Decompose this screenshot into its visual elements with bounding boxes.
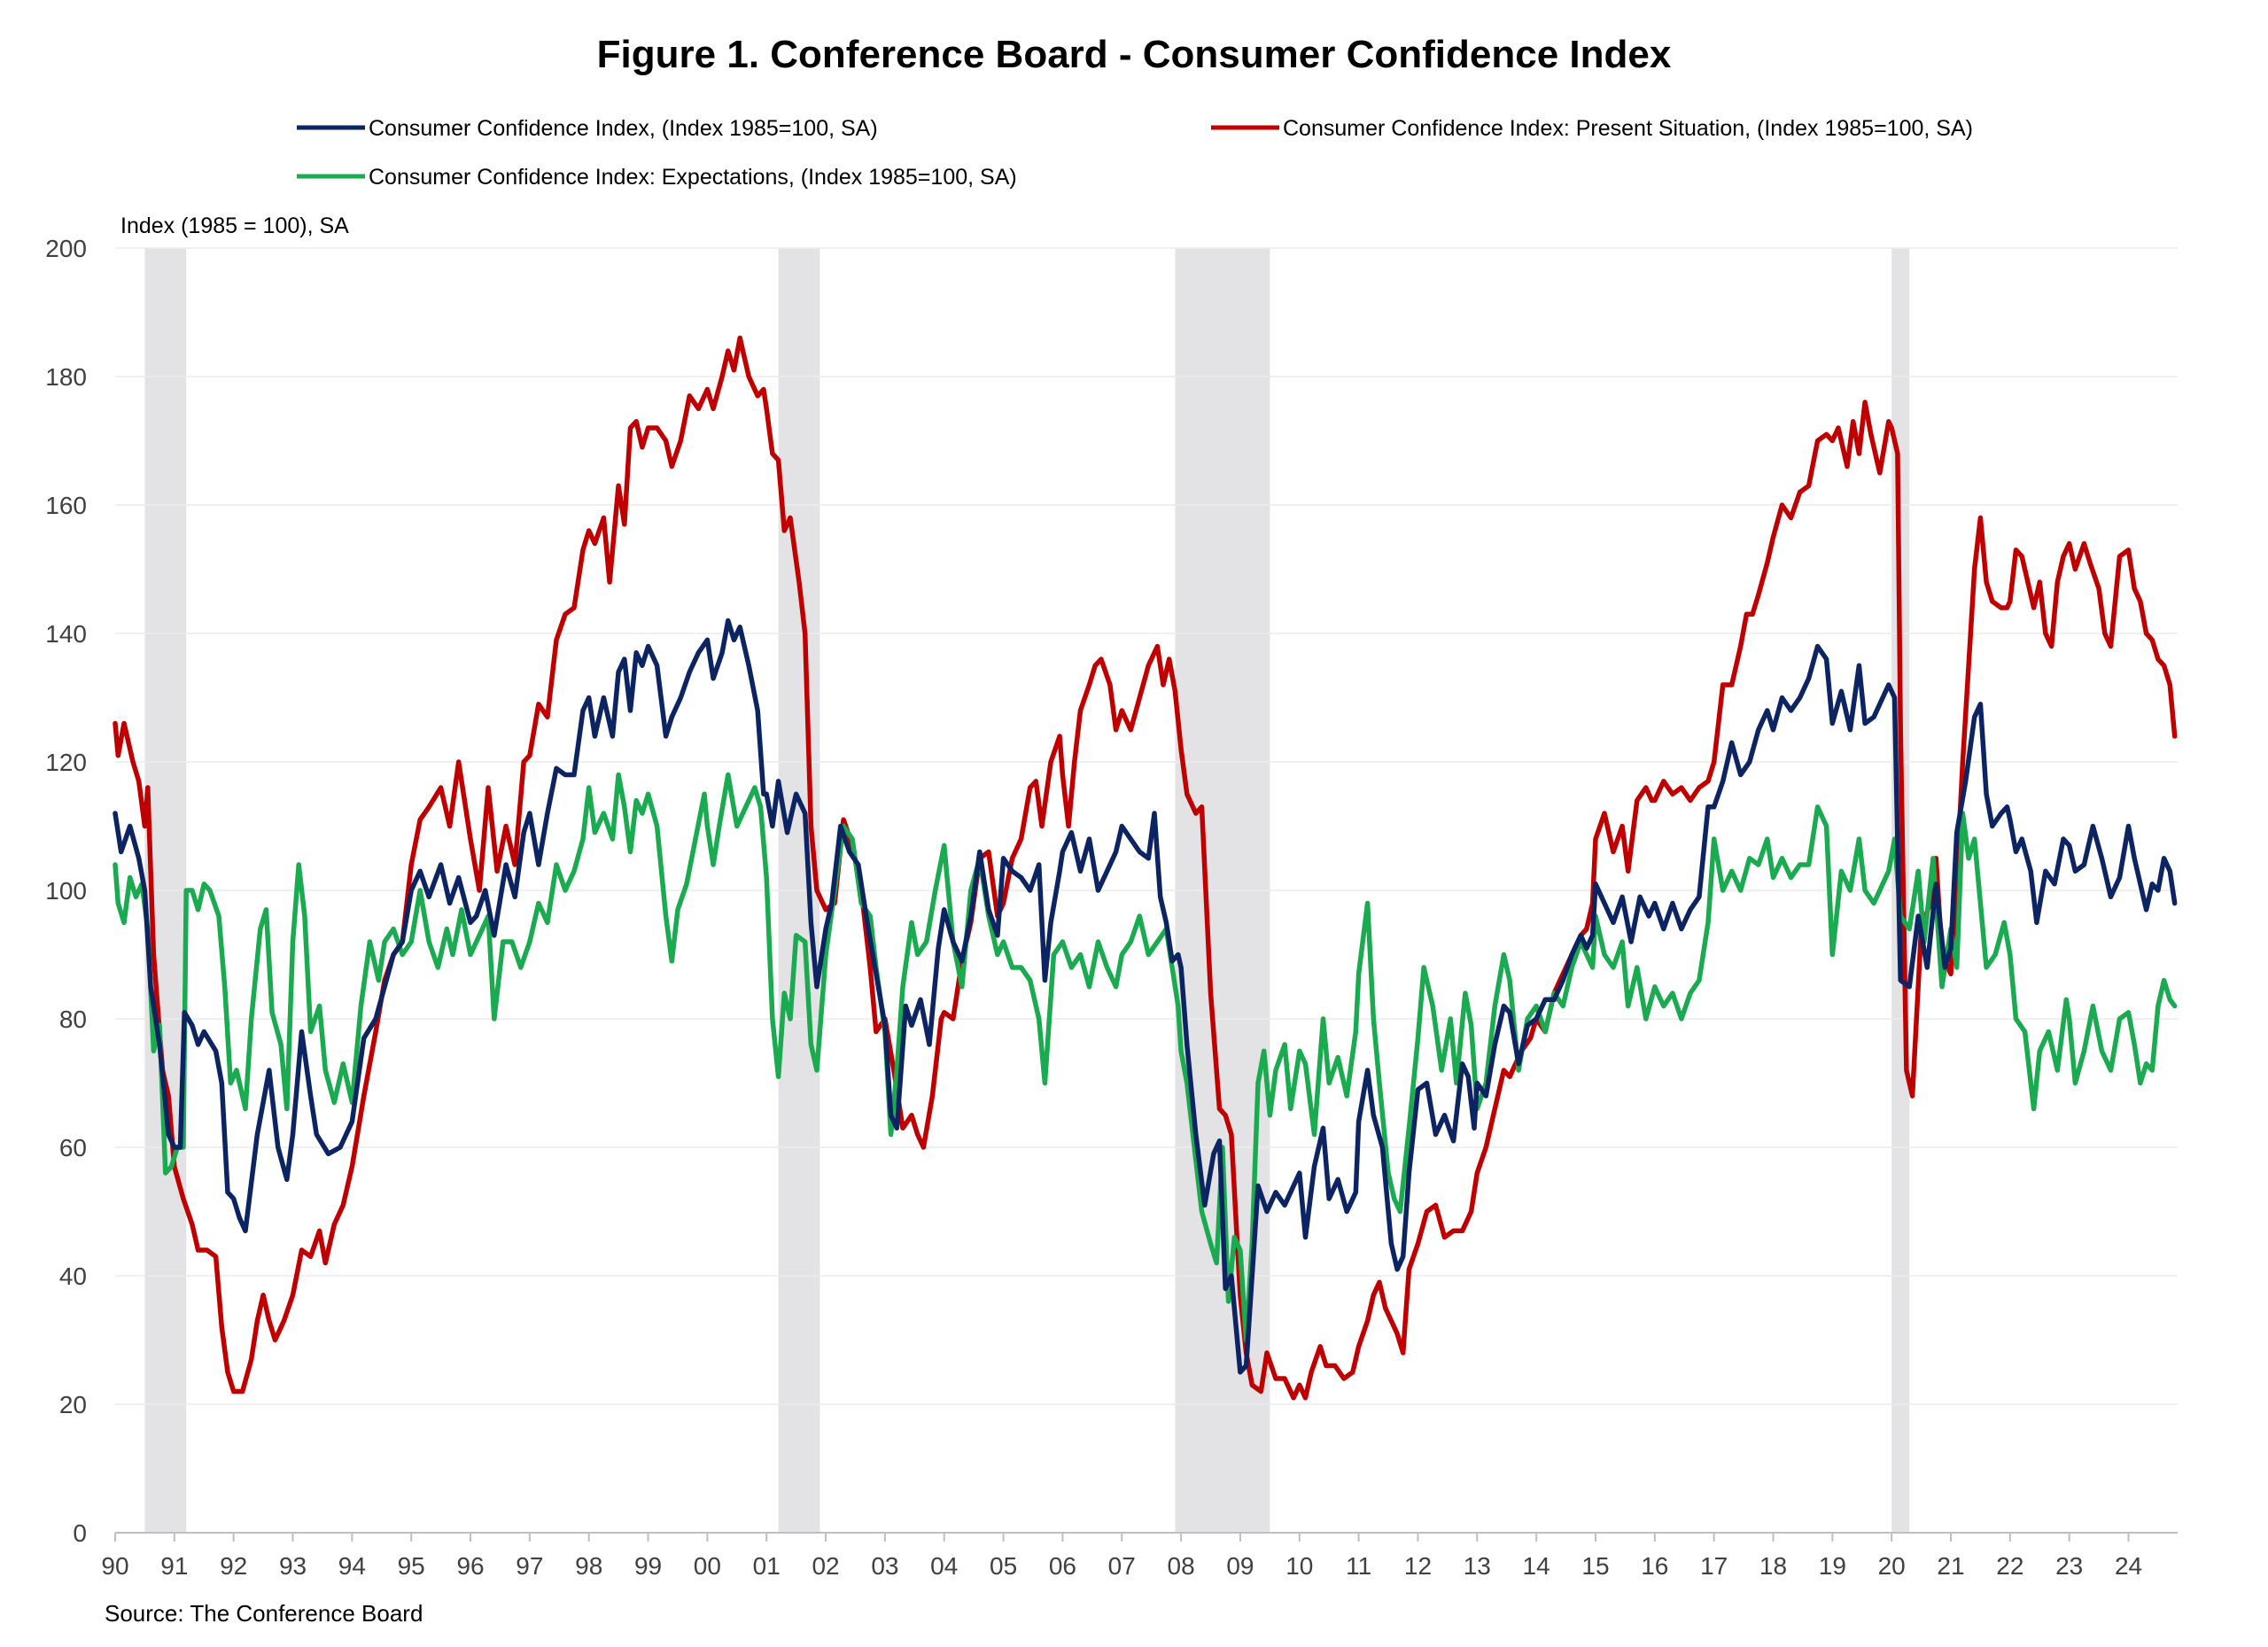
legend-label-cci: Consumer Confidence Index, (Index 1985=1…: [369, 116, 878, 141]
x-tick-label-94: 94: [338, 1552, 366, 1580]
x-tick-label-02: 02: [812, 1552, 839, 1580]
series-line-cci: [113, 618, 2178, 1375]
y-tick-label-140: 140: [45, 620, 87, 648]
x-tick-label-97: 97: [516, 1552, 543, 1580]
x-tick-label-91: 91: [160, 1552, 188, 1580]
x-tick-label-18: 18: [1759, 1552, 1787, 1580]
y-axis-unit-label: Index (1985 = 100), SA: [120, 214, 349, 238]
y-tick-label-160: 160: [45, 492, 87, 519]
legend-label-present: Consumer Confidence Index: Present Situa…: [1283, 116, 1973, 141]
x-tick-label-07: 07: [1108, 1552, 1136, 1580]
x-tick-label-12: 12: [1404, 1552, 1432, 1580]
x-tick-label-21: 21: [1937, 1552, 1964, 1580]
x-tick-label-16: 16: [1641, 1552, 1668, 1580]
x-tick-label-23: 23: [2055, 1552, 2083, 1580]
x-tick-label-90: 90: [101, 1552, 128, 1580]
x-tick-label-05: 05: [990, 1552, 1017, 1580]
x-tick-label-17: 17: [1700, 1552, 1728, 1580]
y-tick-label-40: 40: [59, 1262, 87, 1290]
y-axis-ticks: 0 20 40 60 80 100 120 140 160 180 200: [45, 235, 87, 1547]
x-tick-label-95: 95: [398, 1552, 425, 1580]
y-tick-label-200: 200: [45, 235, 87, 262]
x-tick-label-09: 09: [1226, 1552, 1254, 1580]
x-tick-label-15: 15: [1581, 1552, 1609, 1580]
x-tick-label-01: 01: [753, 1552, 781, 1580]
legend-label-expectations: Consumer Confidence Index: Expectations,…: [369, 165, 1017, 190]
x-tick-label-22: 22: [1996, 1552, 2023, 1580]
y-tick-label-120: 120: [45, 749, 87, 776]
x-axis-ticks: 90 91 92 93 94 95 96 97 98 99 00 01 02 03 04 05 06 07 08 09…: [101, 1533, 2142, 1580]
x-tick-label-93: 93: [279, 1552, 307, 1580]
x-tick-label-24: 24: [2115, 1552, 2142, 1580]
x-tick-label-00: 00: [694, 1552, 721, 1580]
y-tick-label-60: 60: [59, 1134, 87, 1161]
y-tick-label-180: 180: [45, 363, 87, 391]
x-tick-label-13: 13: [1464, 1552, 1491, 1580]
x-tick-label-20: 20: [1878, 1552, 1906, 1580]
x-tick-label-03: 03: [871, 1552, 898, 1580]
x-tick-label-08: 08: [1168, 1552, 1195, 1580]
x-tick-label-14: 14: [1523, 1552, 1550, 1580]
source-note: Source: The Conference Board: [105, 1600, 423, 1627]
x-tick-label-06: 06: [1049, 1552, 1076, 1580]
y-tick-label-100: 100: [45, 877, 87, 905]
x-tick-label-96: 96: [456, 1552, 484, 1580]
x-tick-label-11: 11: [1346, 1552, 1371, 1580]
gridlines: [115, 247, 2178, 1405]
legend: Consumer Confidence Index, (Index 1985=1…: [297, 116, 1973, 190]
chart-title: Figure 1. Conference Board - Consumer Co…: [597, 33, 1672, 76]
x-tick-label-99: 99: [634, 1552, 662, 1580]
series-line-present-situation: [113, 335, 2178, 1401]
x-tick-label-92: 92: [220, 1552, 247, 1580]
x-tick-label-19: 19: [1819, 1552, 1846, 1580]
series-lines: [113, 335, 2178, 1401]
series-line-expectations: [113, 772, 2178, 1343]
y-tick-label-80: 80: [59, 1006, 87, 1033]
y-tick-label-20: 20: [59, 1391, 87, 1418]
x-tick-label-04: 04: [930, 1552, 958, 1580]
x-tick-label-98: 98: [575, 1552, 602, 1580]
y-tick-label-0: 0: [73, 1519, 87, 1547]
x-tick-label-10: 10: [1285, 1552, 1313, 1580]
